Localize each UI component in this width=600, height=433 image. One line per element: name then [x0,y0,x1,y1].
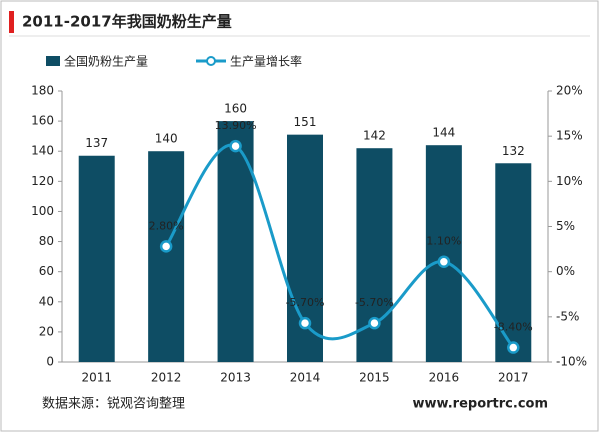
line-value-label: -5.70% [355,296,394,309]
y-tick-label: 40 [39,294,54,308]
y-tick-label: 80 [39,234,54,248]
y-tick-label: 120 [31,174,54,188]
y-tick-label: 160 [31,114,54,128]
y-tick-label: 180 [31,84,54,98]
bar-value-label: 140 [155,132,178,146]
y-tick-label: 140 [31,144,54,158]
bar-value-label: 144 [432,126,455,140]
y2-tick-label: 20% [556,84,583,98]
x-tick-label: 2015 [359,371,390,385]
line-value-label: -8.40% [494,321,533,334]
bar-value-label: 151 [294,115,317,129]
bar [78,155,115,362]
bar-value-label: 132 [502,144,525,158]
y-tick-label: 20 [39,324,54,338]
source: 数据来源：锐观咨询整理 [42,397,185,412]
x-tick-label: 2017 [498,371,529,385]
x-tick-label: 2016 [429,371,460,385]
bar-value-label: 137 [85,136,108,150]
y-tick-label: 60 [39,264,54,278]
line-marker [298,316,312,330]
chart-title: 2011-2017年我国奶粉生产量 [22,13,232,31]
bar-value-label: 142 [363,129,386,143]
y2-tick-label: -10% [556,355,587,369]
x-tick-label: 2014 [290,371,321,385]
website: www.reportrc.com [413,397,548,412]
legend-swatch [46,56,60,66]
bar [425,145,462,362]
line-marker [437,255,451,268]
y2-tick-label: 10% [556,174,583,188]
line-marker [229,139,242,153]
legend-marker [206,56,216,66]
title-accent [9,11,14,33]
y2-tick-label: 0% [556,264,575,278]
x-tick-label: 2011 [81,371,112,385]
line-value-label: 1.10% [426,235,461,248]
y2-tick-label: -5% [556,309,579,323]
bar [217,121,254,362]
x-tick-label: 2012 [151,371,182,385]
y2-tick-label: 5% [556,219,575,233]
line-value-label: -5.70% [286,296,325,309]
line-marker [507,341,520,354]
bar-value-label: 160 [224,102,247,116]
y2-tick-label: 15% [556,129,583,143]
line-value-label: 2.80% [149,219,184,232]
line-marker [368,316,381,330]
bar [148,151,185,362]
line-value-label: 13.90% [215,119,257,132]
line-marker [159,240,173,253]
y-tick-label: 0 [46,355,54,369]
y-tick-label: 100 [31,204,54,218]
legend-label: 生产量增长率 [230,54,302,69]
x-tick-label: 2013 [220,371,251,385]
legend-label: 全国奶粉生产量 [64,54,148,69]
